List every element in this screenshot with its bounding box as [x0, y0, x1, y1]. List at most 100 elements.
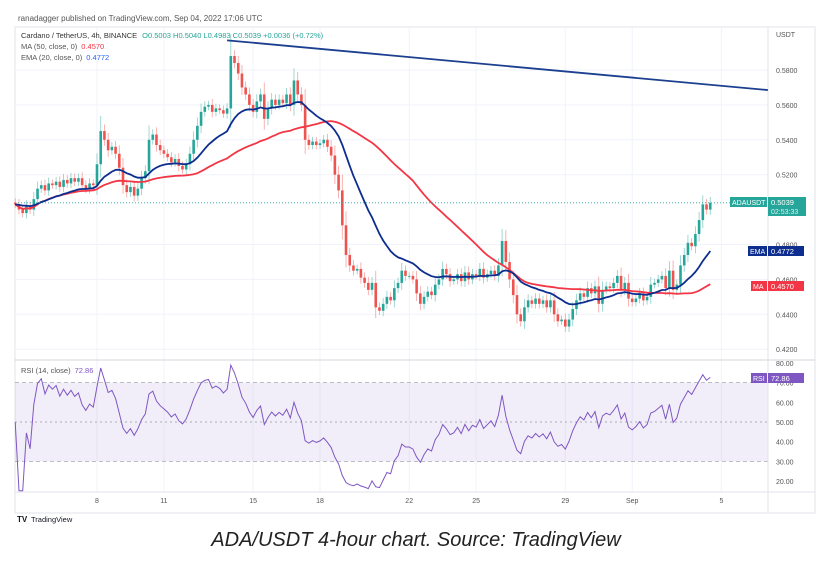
candle-body — [448, 274, 452, 282]
candle-body — [51, 183, 54, 186]
candle-body — [452, 279, 456, 282]
price-tick-label: 0.5800 — [776, 68, 798, 75]
candle-body — [567, 319, 571, 327]
rsi-line[interactable] — [14, 363, 711, 492]
grid — [15, 27, 768, 492]
candle-body — [664, 275, 667, 289]
candle-body — [121, 167, 125, 186]
candle-body — [534, 298, 537, 304]
candle-body — [679, 265, 682, 285]
candle-body — [106, 139, 110, 151]
candle-body — [236, 63, 240, 74]
candle-body — [493, 270, 496, 276]
candle-body — [671, 270, 675, 290]
rsi-tick-label: 30.00 — [776, 459, 794, 466]
candle-body — [240, 73, 244, 88]
tradingview-logo[interactable]: TV TradingView — [17, 515, 73, 524]
symbol-price-tag: ADAUSDT 0.5039 02:53:33 — [730, 197, 806, 216]
candle-body — [288, 94, 292, 105]
candle-body — [511, 279, 515, 296]
candle-body — [467, 272, 470, 280]
candle-body — [333, 155, 337, 175]
ema20-line[interactable] — [15, 101, 712, 306]
candle-body — [32, 199, 36, 210]
candle-body — [292, 80, 296, 105]
candle-body — [668, 270, 671, 289]
rsi-axis[interactable]: 80.00 70.00 60.00 50.00 40.00 30.00 20.00 — [776, 361, 794, 486]
candle-body — [218, 108, 221, 111]
candle-body — [140, 178, 143, 189]
symbol-label: Cardano / TetherUS, 4h, BINANCE — [21, 31, 137, 40]
candle-body — [58, 181, 62, 187]
candle-body — [125, 185, 129, 193]
candle-body — [694, 234, 697, 247]
candle-body — [99, 131, 103, 165]
candle-body — [515, 295, 519, 315]
legend-ma[interactable]: MA (50, close, 0) 0.4570 — [21, 42, 104, 51]
candle-body — [374, 282, 378, 308]
candle-body — [337, 174, 340, 191]
candle-body — [682, 254, 686, 266]
candle-body — [482, 268, 485, 278]
legend-rsi[interactable]: RSI (14, close) 72.86 — [21, 366, 93, 375]
candle-body — [608, 286, 612, 289]
candle-body — [158, 145, 162, 151]
ma-value: 0.4570 — [81, 42, 104, 51]
candle-body — [110, 146, 114, 151]
rsi-tag-value: 72.86 — [771, 374, 790, 383]
rsi-label: RSI (14, close) — [21, 366, 71, 375]
candle-body — [136, 188, 140, 196]
candle-body — [407, 275, 411, 277]
rsi-tick-label: 70.00 — [776, 381, 794, 388]
candle-body — [404, 270, 407, 276]
candle-body — [95, 164, 99, 186]
candle-body — [586, 288, 589, 297]
candle-body — [326, 139, 329, 147]
candle-body — [80, 178, 84, 186]
price-unit: USDT — [776, 32, 796, 39]
candle-body — [638, 293, 641, 299]
candle-body — [422, 296, 426, 304]
price-tick-label: 0.4200 — [776, 347, 798, 354]
candle-body — [47, 183, 50, 191]
rsi-tick-label: 80.00 — [776, 361, 794, 368]
price-tick-label: 0.5400 — [776, 138, 798, 145]
candle-body — [370, 282, 374, 290]
candle-body — [519, 314, 522, 322]
candle-body — [348, 254, 352, 266]
candle-body — [222, 110, 225, 114]
price-tick-label: 0.5200 — [776, 173, 798, 180]
legend-ema[interactable]: EMA (20, close, 0) 0.4772 — [21, 53, 109, 62]
candle-body — [393, 288, 396, 301]
ema-tag-label: EMA — [750, 249, 766, 256]
candle-body — [537, 298, 541, 304]
candle-body — [322, 139, 326, 144]
candle-body — [62, 179, 65, 187]
candle-body — [229, 56, 233, 109]
candle-body — [13, 202, 17, 205]
ma50-line[interactable] — [14, 120, 711, 295]
time-tick-label: 22 — [405, 498, 413, 505]
rsi-tick-label: 20.00 — [776, 479, 794, 486]
candle-body — [170, 157, 173, 163]
ohlc-values: O0.5003 H0.5040 L0.4983 C0.5039 +0.0036 … — [142, 31, 323, 40]
candle-body — [177, 158, 181, 166]
candle-body — [281, 99, 285, 104]
candle-body — [181, 165, 184, 170]
candle-body — [530, 300, 534, 304]
candle-body — [612, 282, 615, 289]
candle-body — [705, 204, 708, 210]
candle-body — [478, 268, 482, 276]
time-axis[interactable]: 8 11 15 18 22 25 29 Sep 5 — [95, 498, 723, 505]
candle-body — [255, 101, 259, 112]
price-tick-label: 0.5600 — [776, 103, 798, 110]
candle-body — [91, 183, 95, 186]
candle-body — [118, 153, 121, 168]
candle-body — [381, 303, 385, 311]
trendline[interactable] — [227, 39, 768, 91]
candle-body — [489, 270, 493, 275]
candle-body — [43, 185, 47, 191]
ema-price-tag: EMA 0.4772 — [748, 246, 804, 256]
candle-body — [363, 277, 366, 283]
